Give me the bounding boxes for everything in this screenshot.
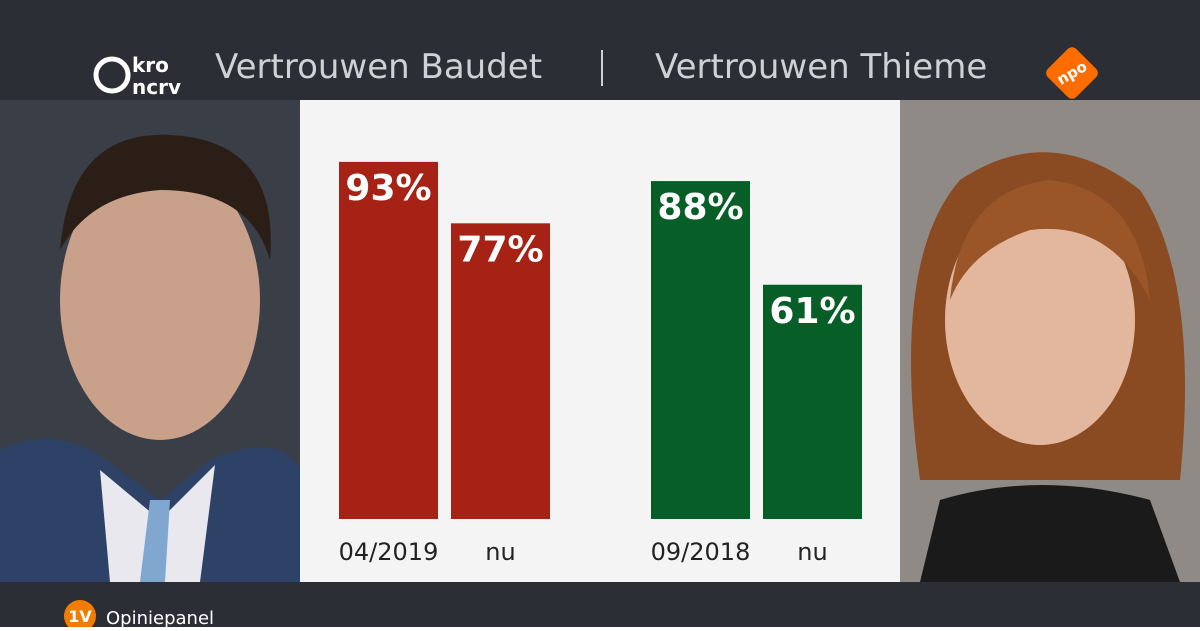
- value-label: 77%: [457, 229, 543, 270]
- value-label: 93%: [345, 168, 431, 209]
- x-tick-label: nu: [485, 538, 515, 566]
- footer-badge: 1V: [68, 607, 92, 626]
- bar: [651, 181, 750, 519]
- value-label: 88%: [657, 187, 743, 228]
- network-logo: npo: [1046, 47, 1098, 99]
- chart-title: Vertrouwen Thieme: [655, 47, 987, 87]
- value-label: 61%: [769, 291, 855, 332]
- bar: [763, 284, 862, 519]
- logo-text: ncrv: [132, 75, 181, 99]
- x-tick-label: 09/2018: [651, 538, 751, 566]
- bar: [451, 223, 550, 519]
- chart-title: Vertrouwen Baudet: [215, 47, 542, 87]
- photo-left: [0, 100, 300, 582]
- broadcaster-logo: kro ncrv: [93, 53, 181, 99]
- bars: 93% 04/2019 77% nu 88% 09/2018 61% nu: [339, 161, 862, 566]
- x-tick-label: 04/2019: [339, 538, 439, 566]
- x-tick-label: nu: [797, 538, 827, 566]
- logo-text: kro: [132, 53, 169, 77]
- photo-right: [900, 100, 1200, 582]
- footer-badge-bg: [64, 600, 96, 631]
- footer-bar: [0, 582, 1200, 627]
- footer-text: Opiniepanel: [106, 608, 214, 627]
- bar: [339, 161, 438, 519]
